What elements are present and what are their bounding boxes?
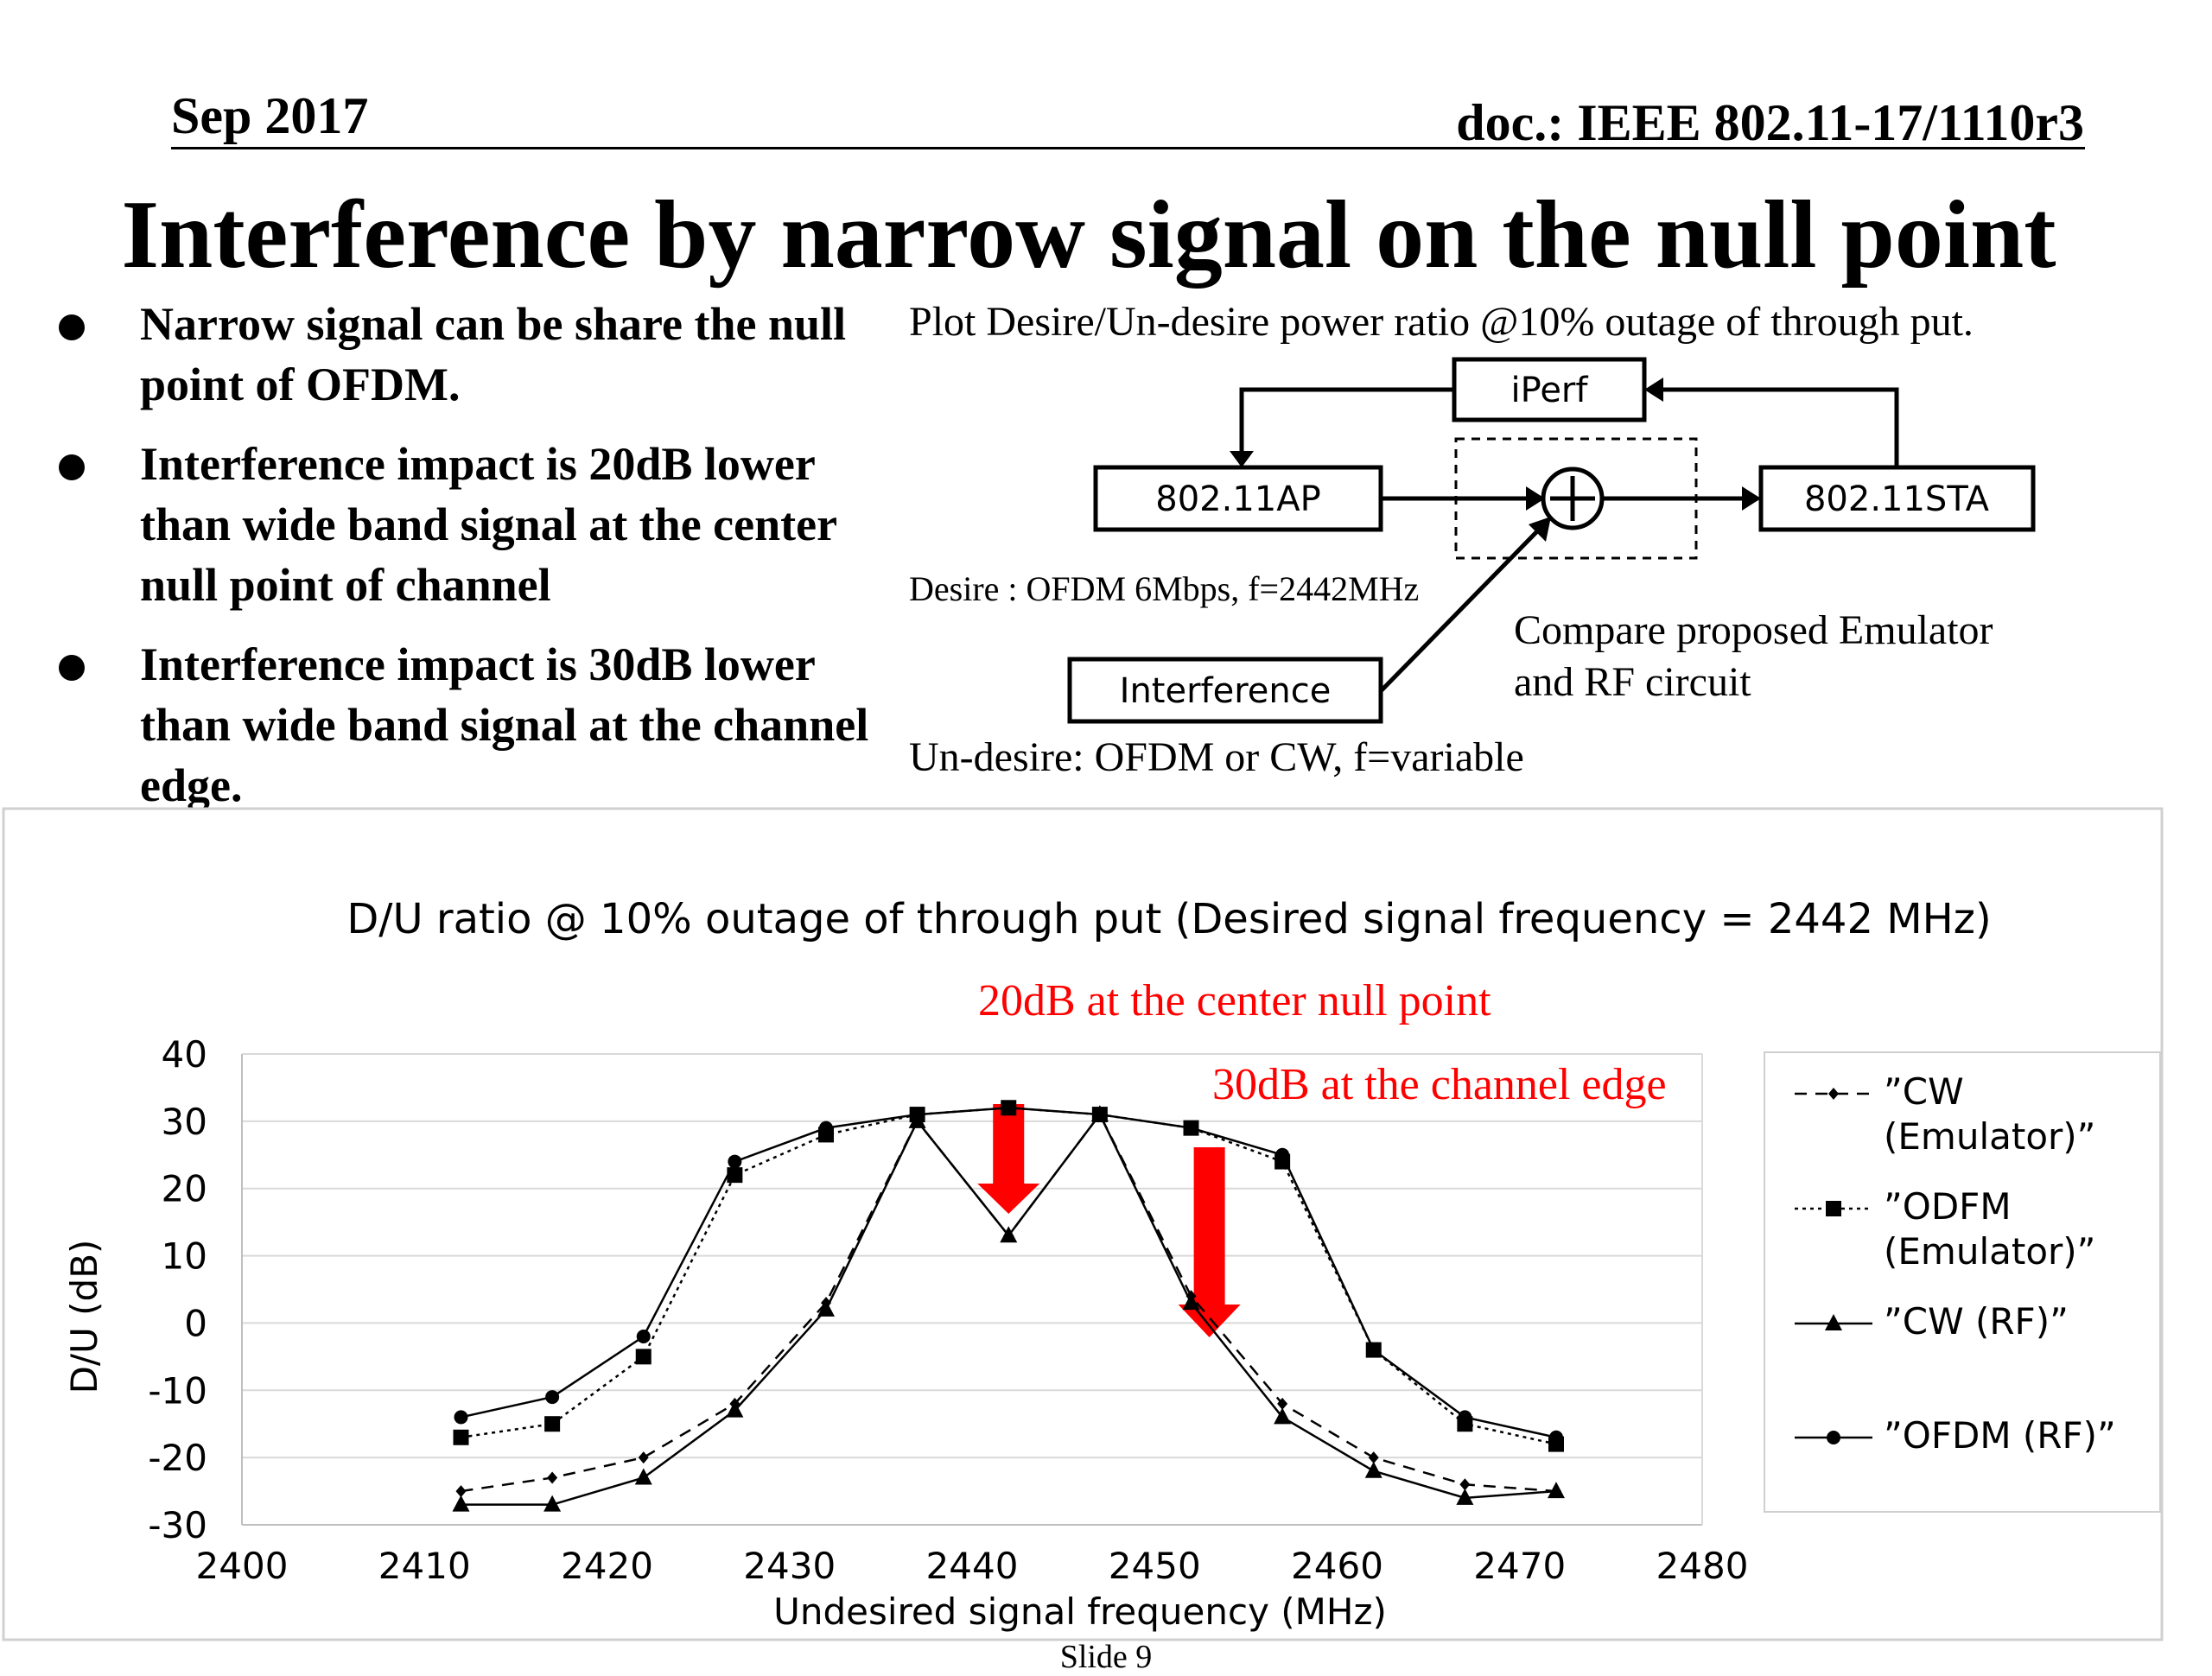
header-rule — [171, 147, 2085, 149]
bullet-dot — [59, 314, 85, 340]
data-point — [547, 1471, 558, 1484]
data-point — [819, 1121, 833, 1135]
data-point — [1184, 1121, 1198, 1135]
data-point — [1368, 1451, 1379, 1464]
y-tick-label: -30 — [148, 1504, 207, 1546]
data-point — [1001, 1101, 1016, 1115]
data-point — [1182, 1293, 1200, 1311]
data-point — [1366, 1343, 1381, 1357]
data-point — [543, 1495, 562, 1512]
slide-title: Interference by narrow signal on the nul… — [121, 181, 2056, 289]
data-point — [726, 1400, 744, 1418]
data-point — [1275, 1147, 1290, 1162]
x-tick-label: 2410 — [378, 1545, 471, 1587]
y-tick-label: 20 — [162, 1168, 207, 1210]
y-tick-label: 10 — [162, 1235, 207, 1278]
data-point — [1000, 1226, 1018, 1243]
x-tick-label: 2440 — [926, 1545, 1019, 1587]
diagram-caption: Plot Desire/Un-desire power ratio @10% o… — [909, 299, 1974, 345]
header-doc-id: doc.: IEEE 802.11-17/1110r3 — [1456, 94, 2084, 151]
data-point — [1092, 1108, 1107, 1122]
chart-title: D/U ratio @ 10% outage of through put (D… — [346, 895, 1991, 943]
data-point — [1364, 1461, 1382, 1478]
red-arrow-center-null — [977, 1104, 1040, 1214]
data-point — [728, 1154, 742, 1169]
x-tick-label: 2400 — [196, 1545, 289, 1587]
legend-marker — [1827, 1431, 1840, 1444]
data-point — [544, 1416, 561, 1432]
y-tick-label: -20 — [148, 1437, 207, 1479]
data-point — [1277, 1397, 1288, 1410]
bullet-list: Narrow signal can be share the null poin… — [54, 294, 909, 835]
data-point — [453, 1429, 469, 1445]
bullet-text: Narrow signal can be share the null poin… — [140, 298, 847, 410]
bullet-dot — [59, 454, 85, 480]
data-point — [634, 1468, 652, 1485]
data-point — [817, 1299, 835, 1317]
bullet-item: Interference impact is 30dB lower than w… — [54, 634, 909, 816]
bullet-dot — [59, 655, 85, 681]
y-axis-label: D/U (dB) — [63, 1240, 105, 1394]
x-axis-label: Undesired signal frequency (MHz) — [773, 1590, 1387, 1633]
legend-marker — [1826, 1201, 1841, 1216]
data-point — [638, 1451, 649, 1464]
data-point — [454, 1410, 468, 1425]
y-tick-label: 40 — [162, 1033, 207, 1076]
data-point — [910, 1108, 925, 1122]
data-point — [727, 1167, 743, 1184]
x-tick-label: 2460 — [1291, 1545, 1383, 1587]
data-point — [1458, 1410, 1472, 1425]
x-tick-label: 2420 — [561, 1545, 653, 1587]
data-point — [635, 1349, 652, 1365]
annotation-center-null: 20dB at the center null point — [978, 976, 1491, 1025]
annotation-channel-edge: 30dB at the channel edge — [1212, 1060, 1667, 1109]
y-tick-label: 0 — [184, 1302, 207, 1344]
legend-marker — [1828, 1088, 1839, 1100]
data-point — [1459, 1478, 1471, 1491]
legend-label: ”CW (Emulator)” — [1884, 1070, 2095, 1158]
data-point — [636, 1330, 651, 1343]
data-point — [1456, 1488, 1474, 1505]
data-point — [1548, 1482, 1565, 1499]
legend-marker — [1825, 1314, 1842, 1330]
header-date: Sep 2017 — [171, 87, 369, 144]
bullet-text: Interference impact is 30dB lower than w… — [140, 638, 869, 811]
x-tick-label: 2450 — [1109, 1545, 1201, 1587]
data-point — [455, 1485, 467, 1498]
bullet-item: Interference impact is 20dB lower than w… — [54, 434, 909, 615]
y-tick-label: -10 — [148, 1369, 207, 1412]
y-tick-label: 30 — [162, 1101, 207, 1143]
legend-label: ”CW (RF)” — [1884, 1300, 2069, 1343]
x-tick-label: 2430 — [743, 1545, 836, 1587]
legend-label: ”OFDM (RF)” — [1884, 1414, 2116, 1457]
data-point — [1549, 1430, 1563, 1444]
data-point — [452, 1495, 470, 1512]
red-arrow-channel-edge — [1178, 1147, 1241, 1337]
bullet-item: Narrow signal can be share the null poin… — [54, 294, 909, 415]
slide-footer: Slide 9 — [1059, 1639, 1153, 1675]
data-point — [1274, 1407, 1292, 1425]
bullet-text: Interference impact is 20dB lower than w… — [140, 438, 837, 611]
legend-label: ”ODFM (Emulator)” — [1884, 1185, 2095, 1273]
x-tick-label: 2470 — [1473, 1545, 1566, 1587]
x-tick-label: 2480 — [1656, 1545, 1749, 1587]
data-point — [545, 1390, 560, 1405]
